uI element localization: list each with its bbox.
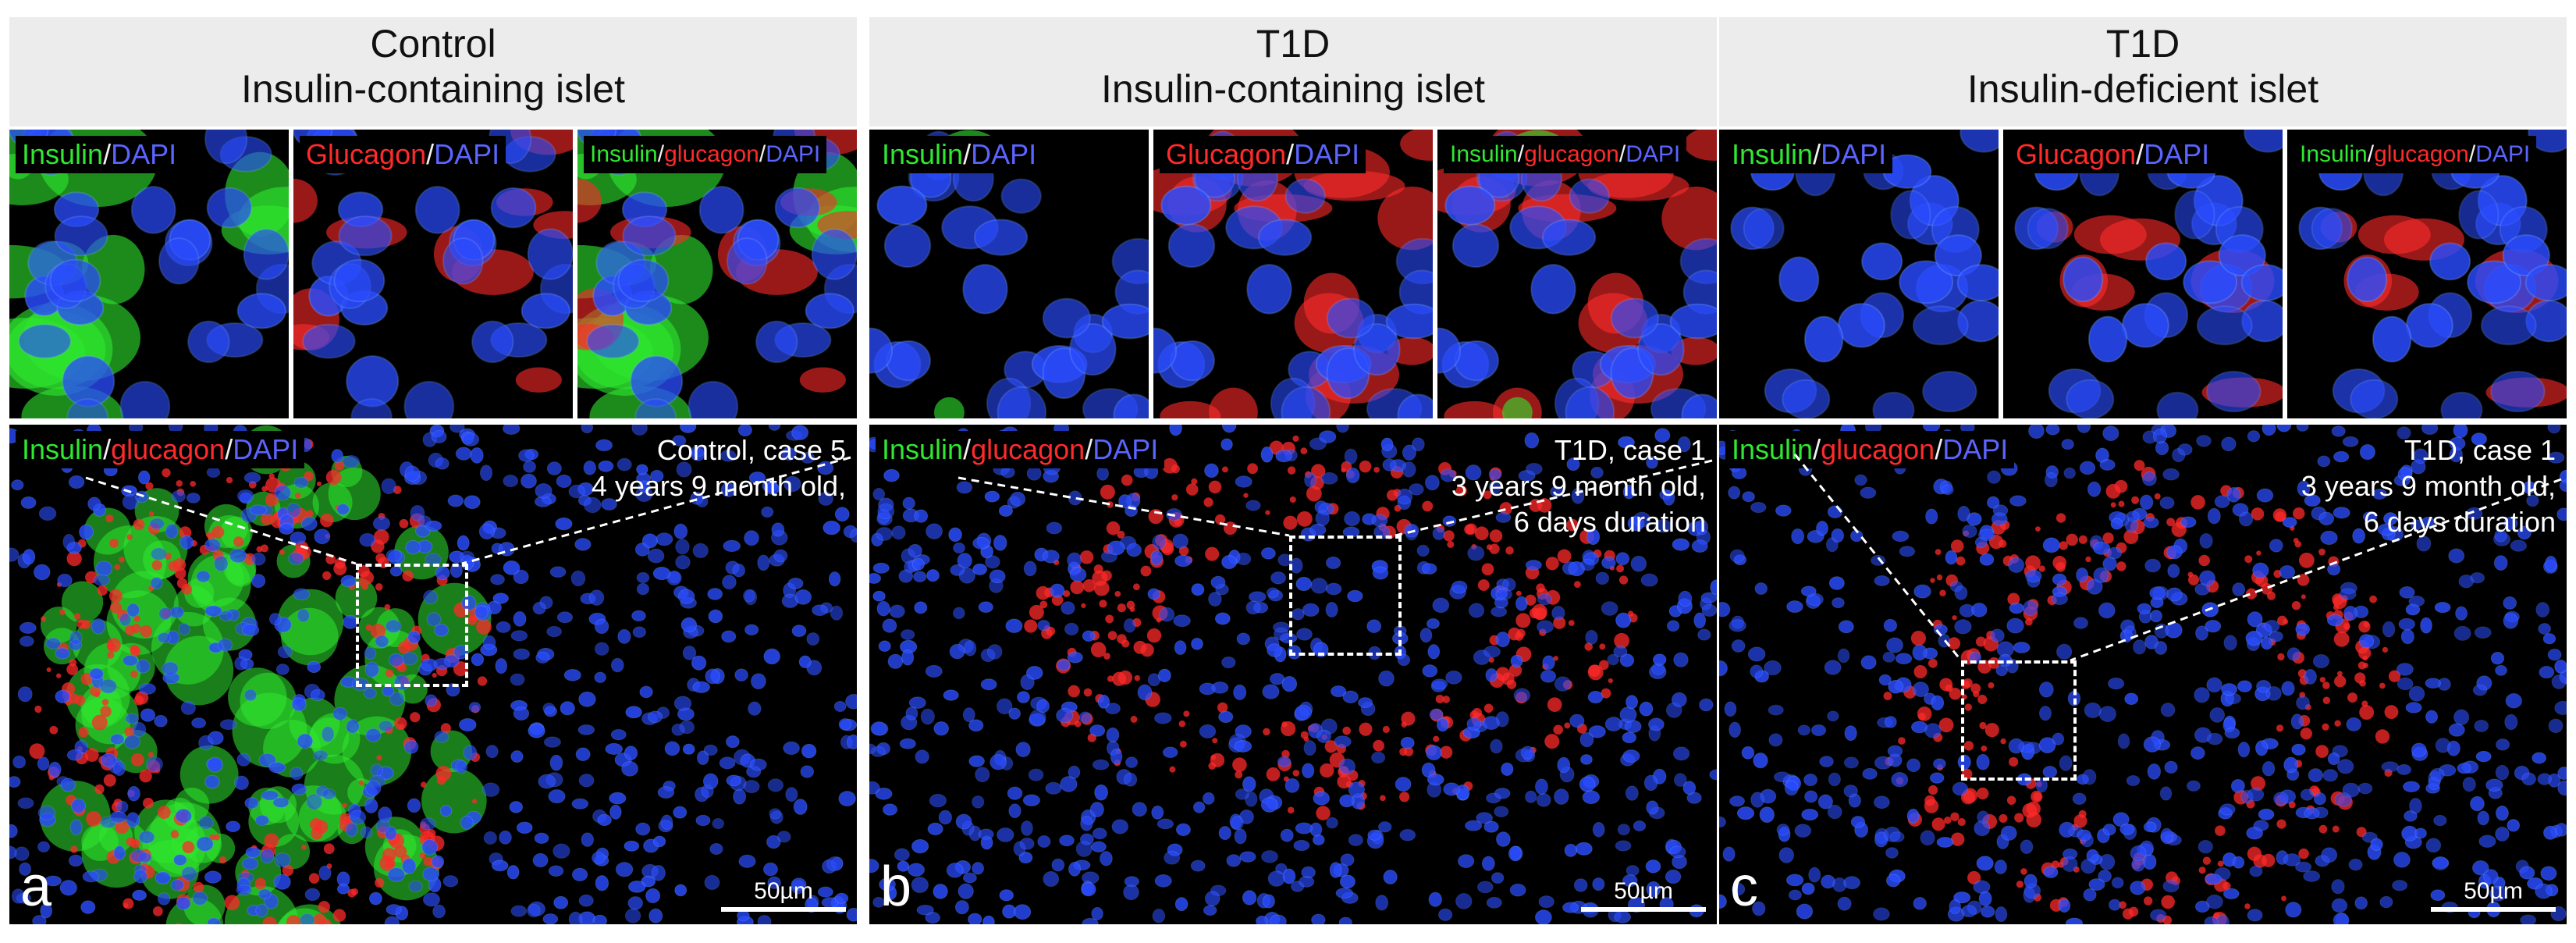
micrograph bbox=[9, 425, 857, 924]
panel-c: T1D Insulin-deficient islet Insulin/DAPI… bbox=[1719, 0, 2567, 943]
micrograph bbox=[2003, 130, 2283, 418]
scale-bar-line bbox=[721, 907, 846, 912]
header-line-1: T1D bbox=[1256, 22, 1331, 66]
tile-merge: Insulin/glucagon/DAPI bbox=[577, 130, 857, 418]
tile-glucagon-dapi: Glucagon/DAPI bbox=[293, 130, 573, 418]
panel-letter: a bbox=[20, 856, 52, 918]
channel-label: Glucagon/DAPI bbox=[1160, 136, 1366, 173]
micrograph bbox=[1153, 130, 1433, 418]
case-info: T1D, case 1 3 years 9 month old, 6 days … bbox=[2301, 432, 2556, 540]
tile-insulin-dapi: Insulin/DAPI bbox=[869, 130, 1149, 418]
case-info: T1D, case 1 3 years 9 month old, 6 days … bbox=[1451, 432, 1706, 540]
zoom-region-box bbox=[1961, 660, 2077, 781]
scale-bar-line bbox=[2431, 907, 2556, 912]
scale-bar: 50µm bbox=[721, 879, 846, 912]
header-line-1: Control bbox=[370, 22, 496, 66]
panel-letter: b bbox=[880, 856, 912, 918]
scale-bar: 50µm bbox=[2431, 879, 2556, 912]
panel-a: Control Insulin-containing islet Insulin… bbox=[9, 0, 857, 943]
channel-label: Insulin/glucagon/DAPI bbox=[1444, 136, 1687, 173]
micrograph bbox=[869, 130, 1149, 418]
channel-label: Insulin/DAPI bbox=[876, 136, 1043, 173]
tile-glucagon-dapi: Glucagon/DAPI bbox=[2003, 130, 2283, 418]
zoom-region-box bbox=[356, 564, 468, 687]
main-image: Insulin/glucagon/DAPI Control, case 5 4 … bbox=[9, 425, 857, 924]
channel-label: Insulin/glucagon/DAPI bbox=[16, 431, 305, 468]
panel-header: T1D Insulin-deficient islet bbox=[1719, 17, 2567, 126]
panel-b: T1D Insulin-containing islet Insulin/DAP… bbox=[869, 0, 1717, 943]
channel-label: Glucagon/DAPI bbox=[300, 136, 506, 173]
tile-merge: Insulin/glucagon/DAPI bbox=[1437, 130, 1717, 418]
zoom-region-box bbox=[1289, 536, 1402, 656]
header-line-2: Insulin-containing islet bbox=[241, 67, 625, 111]
panel-letter: c bbox=[1730, 856, 1758, 918]
micrograph bbox=[293, 130, 573, 418]
scale-bar-line bbox=[1581, 907, 1706, 912]
tile-merge: Insulin/glucagon/DAPI bbox=[2287, 130, 2567, 418]
micrograph bbox=[9, 130, 289, 418]
channel-label: Insulin/glucagon/DAPI bbox=[1725, 431, 2015, 468]
case-line: 6 days duration bbox=[1513, 506, 1706, 538]
micrograph bbox=[869, 425, 1717, 924]
header-line-2: Insulin-deficient islet bbox=[1967, 67, 2319, 111]
panel-header: Control Insulin-containing islet bbox=[9, 17, 857, 126]
channel-label: Insulin/DAPI bbox=[16, 136, 183, 173]
channel-label: Insulin/glucagon/DAPI bbox=[2294, 136, 2537, 173]
header-line-2: Insulin-containing islet bbox=[1101, 67, 1485, 111]
channel-label: Insulin/glucagon/DAPI bbox=[876, 431, 1165, 468]
main-image: Insulin/glucagon/DAPI T1D, case 1 3 year… bbox=[869, 425, 1717, 924]
channel-label: Insulin/DAPI bbox=[1725, 136, 1893, 173]
micrograph bbox=[1719, 425, 2567, 924]
case-line: 3 years 9 month old, bbox=[2301, 470, 2556, 502]
channel-label: Insulin/glucagon/DAPI bbox=[584, 136, 827, 173]
header-line-1: T1D bbox=[2105, 22, 2180, 66]
case-line: 3 years 9 month old, bbox=[1451, 470, 1706, 502]
case-line: 4 years 9 month old, bbox=[591, 470, 846, 502]
case-line: T1D, case 1 bbox=[1554, 434, 1706, 466]
micrograph bbox=[2287, 130, 2567, 418]
tile-glucagon-dapi: Glucagon/DAPI bbox=[1153, 130, 1433, 418]
scale-bar-label: 50µm bbox=[2464, 878, 2523, 904]
scale-bar: 50µm bbox=[1581, 879, 1706, 912]
channel-label: Glucagon/DAPI bbox=[2009, 136, 2216, 173]
panel-header: T1D Insulin-containing islet bbox=[869, 17, 1717, 126]
micrograph bbox=[1719, 130, 1999, 418]
scale-bar-label: 50µm bbox=[1614, 878, 1673, 904]
case-line: T1D, case 1 bbox=[2404, 434, 2556, 466]
main-image: Insulin/glucagon/DAPI T1D, case 1 3 year… bbox=[1719, 425, 2567, 924]
case-info: Control, case 5 4 years 9 month old, bbox=[592, 432, 846, 504]
case-line: Control, case 5 bbox=[656, 434, 846, 466]
tile-insulin-dapi: Insulin/DAPI bbox=[9, 130, 289, 418]
tile-insulin-dapi: Insulin/DAPI bbox=[1719, 130, 1999, 418]
scale-bar-label: 50µm bbox=[754, 878, 813, 904]
case-line: 6 days duration bbox=[2363, 506, 2556, 538]
